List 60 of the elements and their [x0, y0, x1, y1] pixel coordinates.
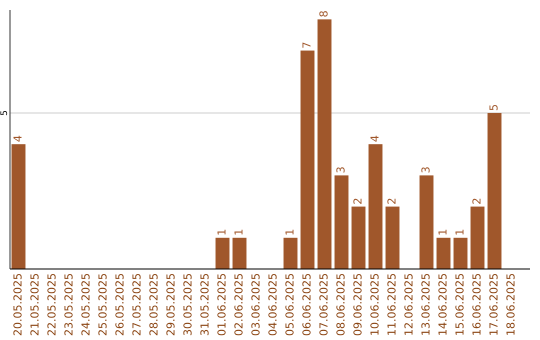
- x-tick-label: 24.05.2025: [80, 273, 93, 336]
- x-tick-label: 12.06.2025: [402, 273, 416, 336]
- x-tick-label: 14.06.2025: [436, 273, 450, 336]
- data-label: 1: [232, 228, 246, 236]
- x-tick-label: 09.06.2025: [352, 273, 365, 336]
- x-tick-label: 31.05.2025: [198, 273, 212, 336]
- x-tick-label: 25.05.2025: [96, 273, 110, 336]
- data-label: 2: [352, 198, 365, 205]
- x-tick-label: 03.06.2025: [250, 273, 263, 336]
- x-tick-label: 05.06.2025: [284, 273, 297, 336]
- x-tick-label: 22.05.2025: [46, 273, 59, 336]
- x-tick-label: 21.05.2025: [28, 273, 42, 336]
- bar: [12, 144, 26, 269]
- x-tick-label: 08.06.2025: [334, 273, 348, 336]
- bar: [334, 175, 348, 269]
- data-label: 2: [386, 198, 399, 205]
- bar: [488, 112, 502, 269]
- bar: [300, 50, 314, 269]
- bar: [232, 238, 246, 269]
- data-label: 3: [334, 166, 348, 174]
- data-label: 3: [420, 166, 433, 174]
- data-label: 4: [368, 135, 382, 142]
- data-label: 7: [300, 42, 314, 49]
- bar: [454, 238, 468, 269]
- bar: [420, 175, 434, 269]
- x-tick-label: 29.05.2025: [164, 273, 178, 336]
- x-tick-label: 10.06.2025: [368, 273, 382, 336]
- x-tick-label: 28.05.2025: [148, 273, 161, 336]
- bar: [216, 238, 230, 269]
- bar: [318, 19, 332, 269]
- x-tick-label: 30.05.2025: [182, 273, 195, 336]
- x-tick-label: 26.05.2025: [114, 273, 127, 336]
- x-tick-label: 20.05.2025: [12, 273, 25, 336]
- data-label: 1: [284, 228, 297, 236]
- x-tick-label: 27.05.2025: [130, 273, 144, 336]
- data-label: 1: [454, 228, 467, 236]
- x-tick-label: 11.06.2025: [386, 273, 399, 336]
- data-label: 1: [436, 228, 450, 236]
- bar: [470, 206, 484, 269]
- x-tick-label: 17.06.2025: [488, 273, 501, 336]
- x-tick-label: 13.06.2025: [420, 273, 433, 336]
- data-label: 8: [318, 10, 331, 18]
- data-label: 5: [488, 104, 501, 111]
- x-tick-label: 16.06.2025: [470, 273, 484, 336]
- x-tick-label: 15.06.2025: [454, 273, 467, 336]
- x-tick-label: 07.06.2025: [318, 273, 331, 336]
- bar: [284, 238, 298, 269]
- data-label: 2: [470, 198, 484, 205]
- x-tick-label: 02.06.2025: [232, 273, 246, 336]
- bar: [386, 206, 400, 269]
- bar: [368, 144, 382, 269]
- bar: [352, 206, 366, 269]
- x-tick-label: 04.06.2025: [266, 273, 280, 336]
- x-tick-label: 23.05.2025: [62, 273, 76, 336]
- data-label: 1: [216, 228, 229, 236]
- x-tick-label: 06.06.2025: [300, 273, 314, 336]
- bar: [436, 238, 450, 269]
- x-tick-label: 18.06.2025: [504, 273, 518, 336]
- data-label: 4: [12, 135, 25, 142]
- x-tick-label: 01.06.2025: [216, 273, 229, 336]
